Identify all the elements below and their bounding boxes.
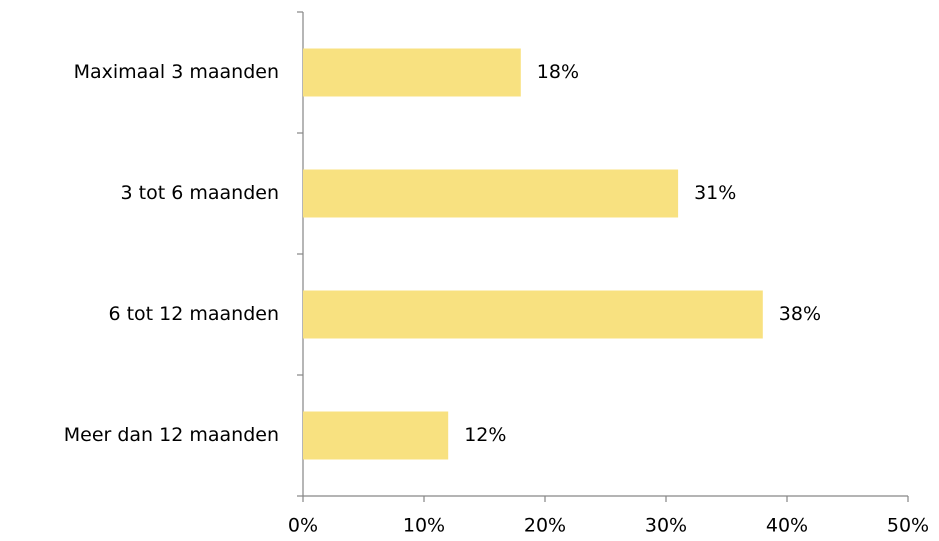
x-tick-label: 20% [524, 515, 566, 537]
x-tick-label: 50% [887, 515, 929, 537]
y-tick-label: Maximaal 3 maanden [74, 61, 279, 83]
data-label: 18% [537, 61, 579, 83]
x-tick-label: 40% [766, 515, 808, 537]
y-tick-label: Meer dan 12 maanden [64, 424, 279, 446]
y-tick-label: 3 tot 6 maanden [121, 182, 279, 204]
data-label: 12% [464, 424, 506, 446]
data-label: 38% [779, 303, 821, 325]
x-tick-label: 10% [403, 515, 445, 537]
bar [303, 169, 679, 218]
x-tick-label: 0% [288, 515, 318, 537]
bar [303, 411, 449, 460]
data-label: 31% [694, 182, 736, 204]
x-tick-label: 30% [645, 515, 687, 537]
bar [303, 290, 763, 339]
y-tick-label: 6 tot 12 maanden [108, 303, 279, 325]
bar [303, 48, 521, 97]
